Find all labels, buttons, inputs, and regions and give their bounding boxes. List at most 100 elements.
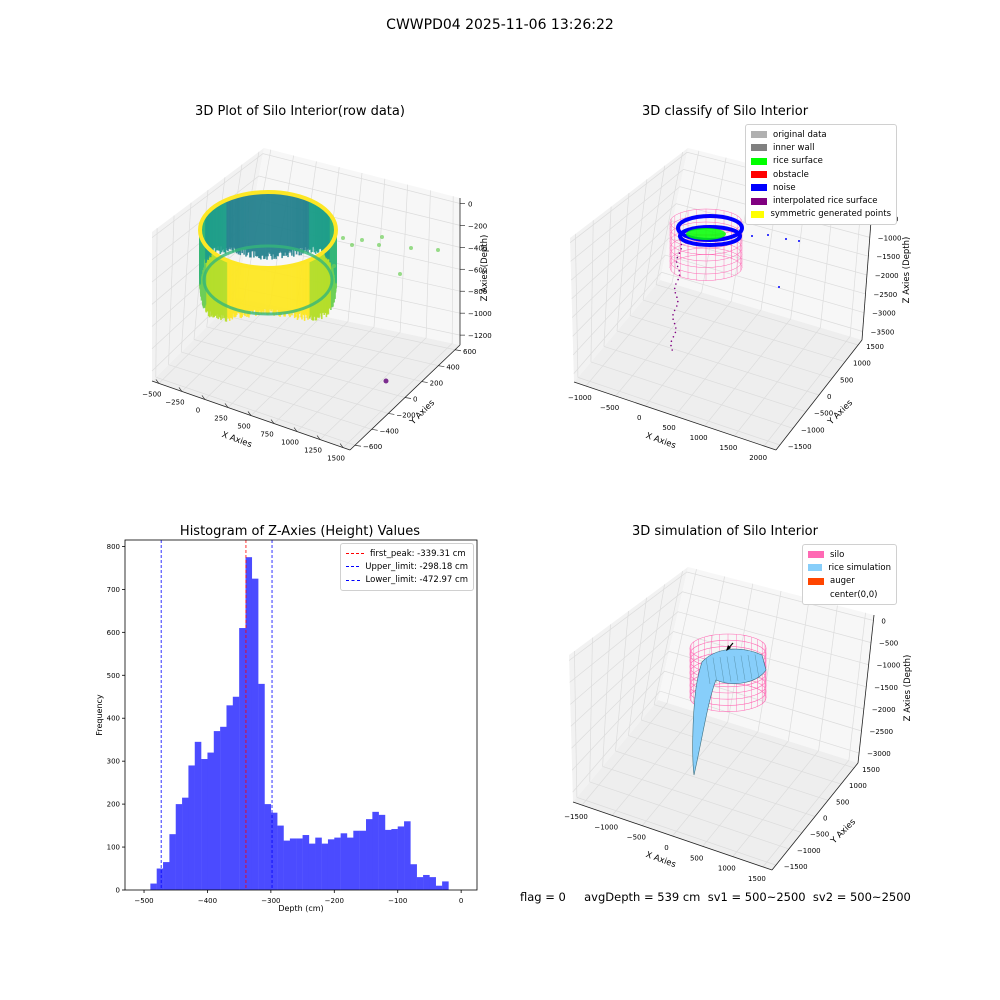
interpolated-point [672, 318, 674, 320]
interpolated-point [673, 336, 675, 338]
interpolated-point [676, 296, 678, 298]
legend-label: Upper_limit: -298.18 cm [365, 562, 468, 572]
x-tick-label: 500 [662, 424, 675, 432]
y-tick-label: 300 [107, 758, 120, 766]
legend-label: center(0,0) [830, 590, 878, 600]
z-axis-label: Z Axies (Depth) [903, 655, 913, 722]
legend-swatch [808, 578, 824, 585]
z-axis-label: Z Axies (Depth) [902, 237, 912, 304]
interpolated-point [679, 239, 681, 241]
x-tick-label: 1000 [690, 434, 708, 442]
histogram-bar [322, 844, 329, 890]
x-tick-label: −1000 [594, 823, 618, 831]
legend-entry: rice surface [751, 155, 891, 168]
x-tick-label: 750 [260, 431, 273, 439]
noise-point [778, 286, 780, 288]
x-tick-label: 0 [637, 414, 641, 422]
y-tick-label: 500 [840, 376, 853, 384]
legend-label: interpolated rice surface [773, 196, 878, 206]
raw-outlier-point [350, 243, 354, 247]
y-axis-label: Frequency [95, 694, 104, 736]
raw-outlier-point [341, 236, 345, 240]
x-axis-label: X Axies [644, 431, 677, 451]
interpolated-point [676, 305, 678, 307]
z-tick-label: −1000 [877, 662, 901, 670]
legend-swatch [751, 198, 767, 205]
interpolated-point [677, 257, 679, 259]
histogram-bar [239, 628, 246, 890]
legend-label: noise [773, 183, 796, 193]
y-tick-label: 1500 [866, 343, 884, 351]
y-tick-label: −500 [810, 831, 829, 839]
x-tick-label: 0 [664, 844, 668, 852]
y-tick-label: 1500 [862, 766, 880, 774]
interpolated-point [671, 340, 673, 342]
interpolated-point [680, 248, 682, 250]
y-tick-label: 0 [116, 887, 120, 895]
histogram-bar [169, 834, 176, 890]
legend-entry: Upper_limit: -298.18 cm [346, 560, 468, 573]
z-tick-label: −2500 [874, 291, 898, 299]
y-axis-label: Y Axies [828, 817, 858, 847]
x-tick-label: 2000 [749, 454, 767, 462]
x-tick-label: 1000 [281, 439, 299, 447]
legend-swatch [808, 564, 822, 571]
y-tick-label: −600 [363, 443, 382, 451]
legend-label: obstacle [773, 170, 809, 180]
x-tick-label: −500 [600, 404, 619, 412]
y-tick-mark [372, 429, 378, 430]
x-tick-label: −400 [198, 897, 217, 905]
histogram-bar [372, 812, 379, 890]
histogram-bar [309, 844, 316, 890]
histogram-bar [417, 877, 424, 890]
legend-line-sample [346, 553, 364, 554]
legend-entry: rice simulation [808, 561, 891, 574]
y-tick-mark [422, 382, 428, 383]
legend-entry: auger [808, 575, 891, 588]
x-axis-label: X Axies [220, 430, 253, 450]
interpolated-point [671, 349, 673, 351]
x-tick-label: 500 [237, 423, 250, 431]
y-tick-label: 0 [827, 393, 831, 401]
legend-entry: interpolated rice surface [751, 194, 891, 207]
z-tick-label: −3500 [871, 329, 895, 337]
status-footer: flag = 0 avgDepth = 539 cm sv1 = 500~250… [520, 890, 911, 904]
legend-swatch [751, 211, 764, 218]
z-tick-label: −3000 [872, 310, 896, 318]
z-tick-label: −1500 [874, 684, 898, 692]
interpolated-point [677, 279, 679, 281]
legend-entry: original data [751, 128, 891, 141]
legend-entry: inner wall [751, 141, 891, 154]
interpolated-point [674, 310, 676, 312]
interpolated-point [675, 283, 677, 285]
raw-outlier-point [436, 248, 440, 252]
y-tick-mark [355, 445, 361, 446]
x-tick-label: −250 [165, 398, 184, 406]
legend-entry: first_peak: -339.31 cm [346, 547, 468, 560]
histogram-bar [315, 838, 322, 890]
interpolated-point [678, 270, 680, 272]
y-tick-label: 400 [107, 715, 120, 723]
histogram-bar [277, 826, 284, 890]
histogram-bar [429, 877, 436, 890]
legend-entry: silo [808, 548, 891, 561]
x-tick-label: −500 [627, 834, 646, 842]
y-tick-label: 1000 [853, 360, 871, 368]
x-tick-label: −1000 [568, 394, 592, 402]
histogram-bar [423, 875, 430, 890]
legend-entry: symmetric generated points [751, 208, 891, 221]
y-tick-label: −1000 [797, 847, 821, 855]
histogram-bar [391, 829, 398, 890]
y-tick-label: −400 [380, 427, 399, 435]
legend-swatch [808, 551, 824, 558]
y-tick-label: 700 [107, 586, 120, 594]
x-tick-label: 1500 [748, 875, 766, 883]
histogram-bar [252, 579, 259, 890]
histogram-bar [195, 742, 202, 890]
x-tick-label: −500 [134, 897, 153, 905]
y-tick-label: 0 [823, 815, 827, 823]
noise-point [798, 240, 800, 242]
simulation-3d-axes: −1500−1000−500050010001500−1500−1000−500… [564, 567, 913, 883]
y-tick-label: 100 [107, 844, 120, 852]
z-tick-label: −1000 [468, 310, 492, 318]
